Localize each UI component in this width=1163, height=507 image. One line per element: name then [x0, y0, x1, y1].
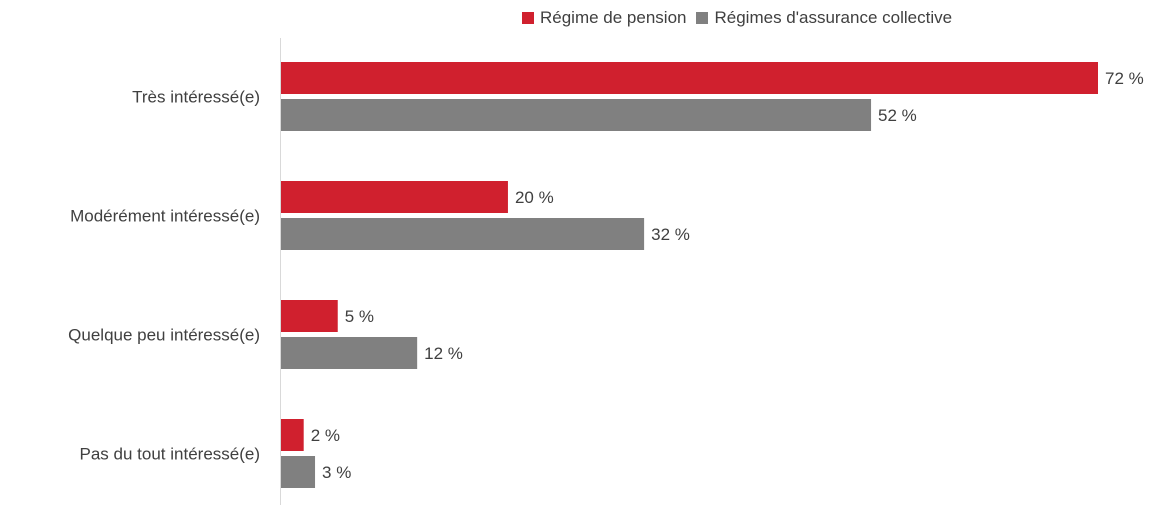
- bar-pension: [281, 62, 1098, 94]
- legend-item-group-insurance: Régimes d'assurance collective: [696, 8, 952, 28]
- legend-swatch-pension: [522, 12, 534, 24]
- category-label: Très intéressé(e): [132, 88, 260, 107]
- data-label: 2 %: [311, 426, 340, 445]
- data-label: 12 %: [424, 344, 463, 363]
- legend-item-pension: Régime de pension: [522, 8, 686, 28]
- bar-group-insurance: [281, 337, 418, 369]
- bar-pension: [281, 181, 508, 213]
- data-label: 52 %: [878, 106, 917, 125]
- data-label: 3 %: [322, 463, 351, 482]
- data-label: 32 %: [651, 225, 690, 244]
- bar-group-insurance: [281, 218, 645, 250]
- bar-pension: [281, 300, 338, 332]
- bar-group-insurance: [281, 456, 316, 488]
- legend-label-group-insurance: Régimes d'assurance collective: [714, 8, 953, 27]
- data-label: 72 %: [1105, 69, 1144, 88]
- bar-pension: [281, 419, 304, 451]
- chart-legend: Régime de pension Régimes d'assurance co…: [522, 8, 962, 28]
- bar-group-insurance: [281, 99, 872, 131]
- category-label: Quelque peu intéressé(e): [68, 326, 260, 345]
- category-label: Modérément intéressé(e): [70, 207, 260, 226]
- legend-label-pension: Régime de pension: [540, 8, 687, 27]
- category-label: Pas du tout intéressé(e): [80, 445, 260, 464]
- data-label: 5 %: [345, 307, 374, 326]
- data-label: 20 %: [515, 188, 554, 207]
- legend-swatch-group-insurance: [696, 12, 709, 24]
